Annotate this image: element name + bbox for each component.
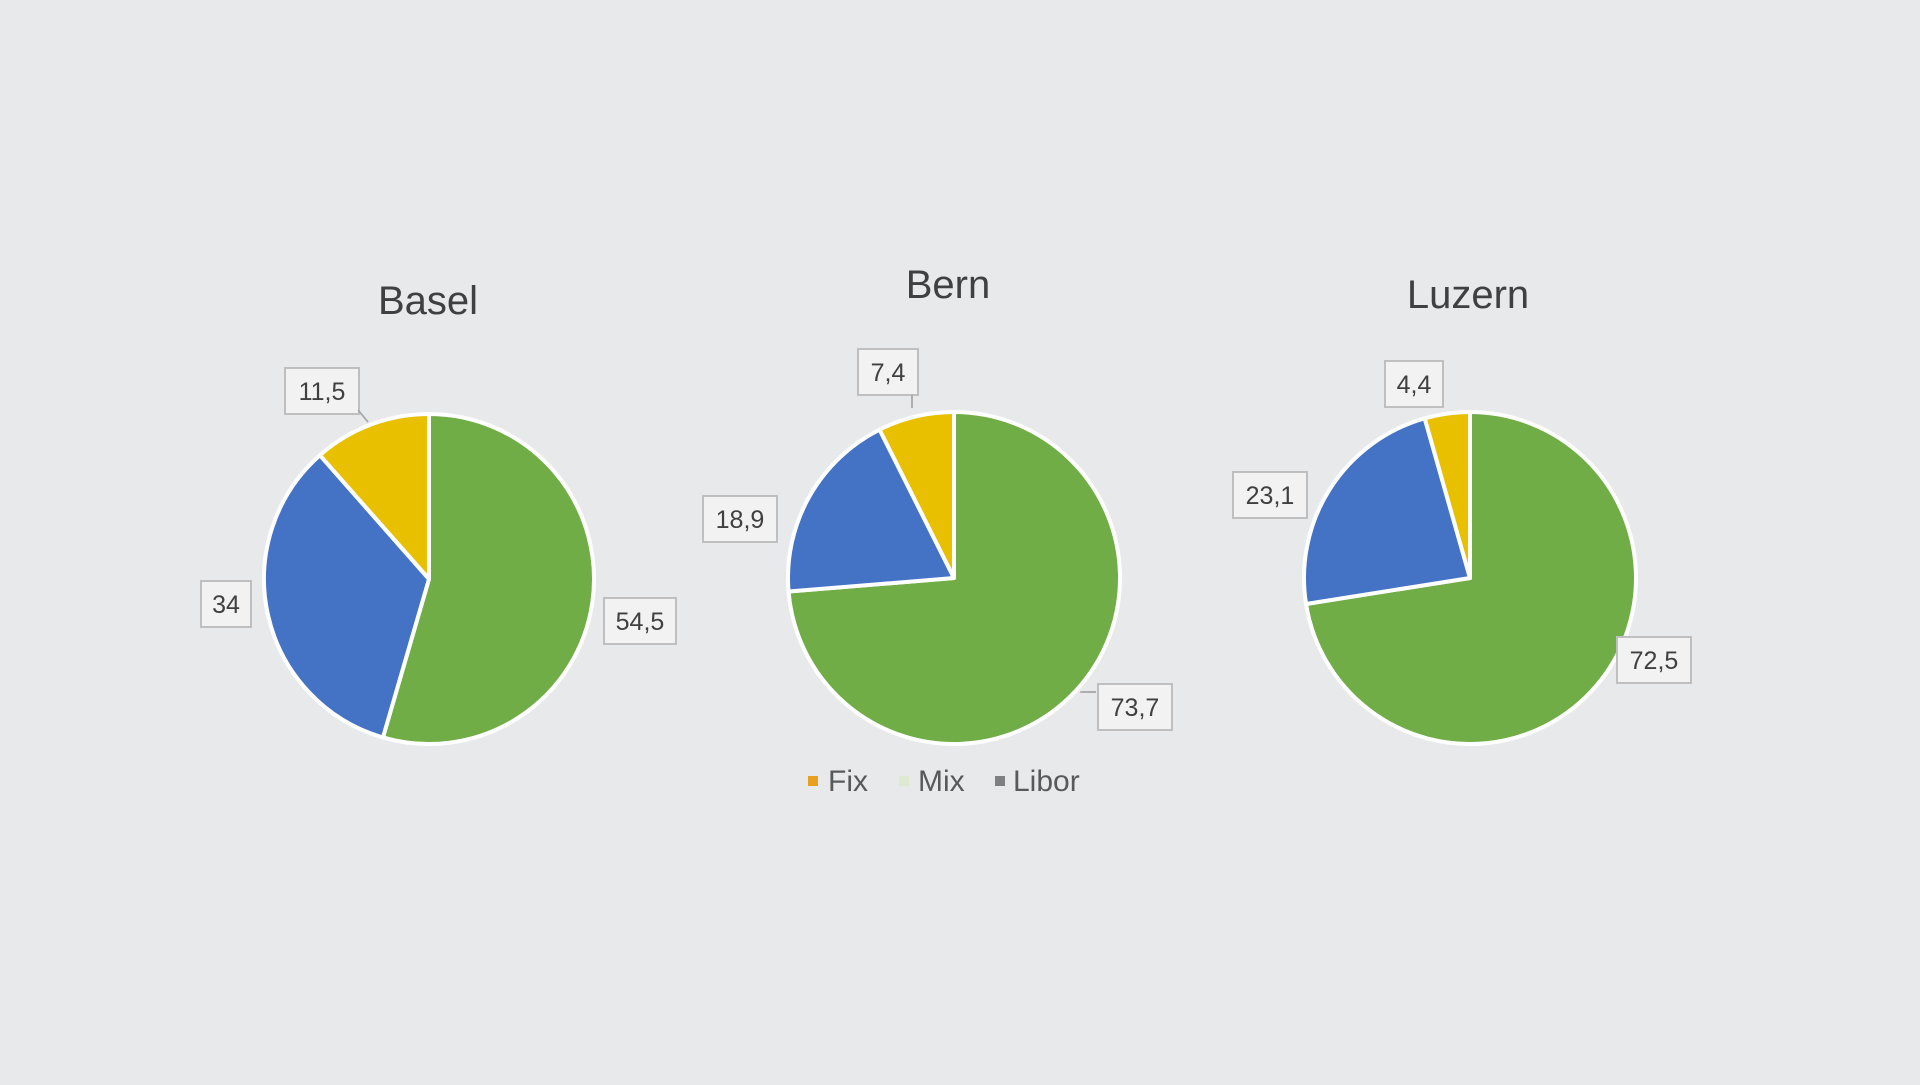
pie-slice-libor (1422, 410, 1472, 580)
data-label: 7,4 (871, 359, 906, 387)
data-label: 23,1 (1246, 482, 1295, 510)
data-label: 11,5 (299, 378, 346, 406)
pie-slice-mix (1302, 416, 1472, 606)
pie-slice-mix (786, 427, 956, 594)
pie-slice-libor (317, 412, 431, 581)
data-label: 34 (212, 591, 240, 619)
data-label-box (1232, 471, 1308, 519)
data-label-box (1616, 636, 1692, 684)
legend-swatch-mix (899, 776, 909, 786)
pie-slice-libor (877, 410, 956, 580)
chart-legend: Fix Mix Libor (808, 765, 1080, 798)
pie-chart-luzern: Luzern 72,5 23,1 4,4 (1232, 273, 1692, 746)
pie-chart-basel: Basel 54,5 34 11,5 (200, 279, 677, 746)
data-label-box (603, 597, 677, 645)
data-label-box (857, 348, 919, 396)
legend-label-mix: Mix (918, 765, 965, 798)
legend-label-libor: Libor (1013, 765, 1080, 798)
legend-swatch-fix (808, 776, 818, 786)
data-label: 72,5 (1630, 647, 1679, 675)
data-label: 18,9 (716, 506, 765, 534)
chart-title: Luzern (1407, 273, 1529, 317)
pie-slice-mix (262, 453, 431, 740)
data-label: 73,7 (1111, 694, 1160, 722)
data-label-box (1384, 360, 1444, 408)
data-label-box (1097, 683, 1173, 731)
chart-title: Basel (378, 279, 478, 323)
legend-label-fix: Fix (828, 765, 868, 798)
data-label: 4,4 (1397, 371, 1432, 399)
pie-chart-bern: Bern 73,7 18,9 7,4 (702, 263, 1173, 746)
chart-title: Bern (906, 263, 991, 307)
data-label-box (200, 580, 252, 628)
legend-swatch-libor (995, 776, 1005, 786)
data-label: 54,5 (616, 608, 665, 636)
pie-slice-fix (380, 412, 596, 746)
data-label-box (702, 495, 778, 543)
leader-line (357, 409, 369, 423)
data-label-box (284, 367, 360, 415)
